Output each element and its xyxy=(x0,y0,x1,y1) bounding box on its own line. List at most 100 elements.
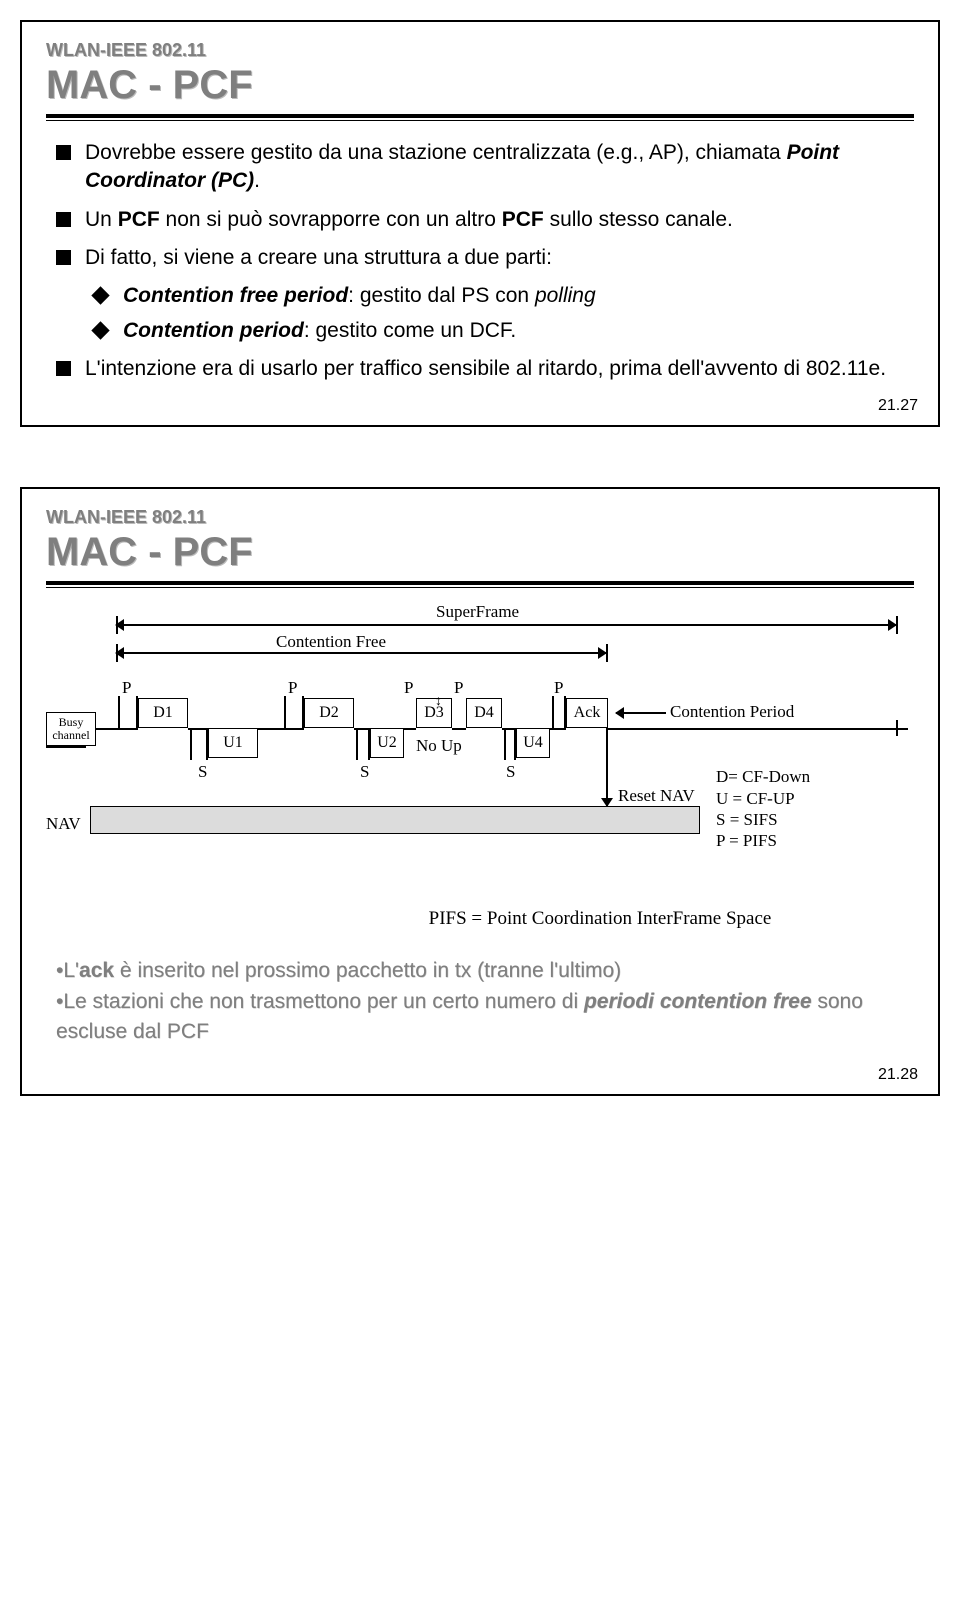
diamond-bullet-icon xyxy=(91,287,109,305)
tick xyxy=(116,644,118,662)
box-d3: D3 xyxy=(416,698,452,728)
bullet-text: Contention free period: gestito dal PS c… xyxy=(123,282,596,310)
t: •Le stazioni che non trasmettono per un … xyxy=(56,990,584,1013)
rule-thick xyxy=(46,581,914,585)
tick xyxy=(896,616,898,634)
t: non si può sovrapporre con un altro xyxy=(160,208,502,231)
noup-label: No Up xyxy=(416,736,462,756)
tick xyxy=(206,728,208,760)
note-line-2: •Le stazioni che non trasmettono per un … xyxy=(56,987,904,1048)
box-d1: D1 xyxy=(138,698,188,728)
bullet-text: Contention period: gestito come un DCF. xyxy=(123,317,516,345)
pifs-caption: PIFS = Point Coordination InterFrame Spa… xyxy=(286,908,914,930)
cfree-arrow xyxy=(116,652,606,654)
p-label: P xyxy=(404,678,413,698)
tick xyxy=(514,728,516,760)
bullet-3-1: Contention free period: gestito dal PS c… xyxy=(94,282,914,310)
bullet-1: Dovrebbe essere gestito da una stazione … xyxy=(56,139,914,196)
superframe-arrow xyxy=(116,624,896,626)
box-u2: U2 xyxy=(370,728,404,758)
reset-arrow xyxy=(606,728,608,806)
legend-s: S = SIFS xyxy=(716,809,810,830)
t: è inserito nel prossimo pacchetto in tx … xyxy=(114,959,621,982)
bullet-text: Di fatto, si viene a creare una struttur… xyxy=(85,244,552,272)
busy-box: Busy channel xyxy=(46,712,96,746)
square-bullet-icon xyxy=(56,145,71,160)
tick xyxy=(302,696,304,728)
kicker: WLAN-IEEE 802.11 xyxy=(46,40,914,61)
cperiod-arrow xyxy=(616,712,666,714)
baseline xyxy=(404,728,416,730)
baseline xyxy=(550,728,566,730)
rule-thin xyxy=(46,587,914,588)
tick xyxy=(118,696,120,728)
box-u1: U1 xyxy=(208,728,258,758)
kicker: WLAN-IEEE 802.11 xyxy=(46,507,914,528)
square-bullet-icon xyxy=(56,212,71,227)
bullet-3: Di fatto, si viene a creare una struttur… xyxy=(56,244,914,272)
p-label: P xyxy=(288,678,297,698)
tick xyxy=(284,696,286,728)
reset-label: Reset NAV xyxy=(618,786,695,806)
legend: D= CF-Down U = CF-UP S = SIFS P = PIFS xyxy=(716,766,810,851)
bullet-4: L'intenzione era di usarlo per traffico … xyxy=(56,355,914,383)
page-number: 21.27 xyxy=(878,397,918,415)
t: Contention period xyxy=(123,319,304,342)
baseline xyxy=(452,728,466,730)
updown-arrow-icon: ↕ xyxy=(435,694,442,710)
box-u4: U4 xyxy=(516,728,550,758)
tick xyxy=(136,696,138,728)
bullet-2: Un PCF non si può sovrapporre con un alt… xyxy=(56,206,914,234)
rule-thin xyxy=(46,120,914,121)
tick xyxy=(116,616,118,634)
tick xyxy=(190,728,192,760)
note-block: •L'ack è inserito nel prossimo pacchetto… xyxy=(56,956,904,1047)
baseline xyxy=(46,746,86,748)
t: : gestito come un DCF. xyxy=(304,319,516,342)
slide-1: WLAN-IEEE 802.11 MAC - PCF Dovrebbe esse… xyxy=(20,20,940,427)
nav-label: NAV xyxy=(46,814,81,834)
slide-2: WLAN-IEEE 802.11 MAC - PCF SuperFrame Co… xyxy=(20,487,940,1095)
bullet-text: Dovrebbe essere gestito da una stazione … xyxy=(85,139,914,196)
square-bullet-icon xyxy=(56,361,71,376)
rule-thick xyxy=(46,114,914,118)
tick xyxy=(356,728,358,760)
s-label: S xyxy=(360,762,369,782)
tick xyxy=(896,720,898,736)
bullet-text: L'intenzione era di usarlo per traffico … xyxy=(85,355,886,383)
bullet-text: Un PCF non si può sovrapporre con un alt… xyxy=(85,206,733,234)
t: PCF xyxy=(502,208,544,231)
t: : gestito dal PS con xyxy=(348,284,535,307)
p-label: P xyxy=(454,678,463,698)
slide-title: MAC - PCF xyxy=(46,530,914,575)
legend-p: P = PIFS xyxy=(716,830,810,851)
cperiod-label: Contention Period xyxy=(670,702,794,722)
t: periodi contention free xyxy=(584,990,812,1013)
superframe-label: SuperFrame xyxy=(436,602,519,622)
t: ack xyxy=(79,959,114,982)
legend-u: U = CF-UP xyxy=(716,788,810,809)
page-number: 21.28 xyxy=(878,1066,918,1084)
t: channel xyxy=(52,728,89,742)
box-d2: D2 xyxy=(304,698,354,728)
t: Busy xyxy=(59,715,84,729)
baseline xyxy=(96,728,138,730)
box-ack: Ack xyxy=(566,698,608,728)
timing-diagram: SuperFrame Contention Free Busy channel … xyxy=(46,606,926,906)
square-bullet-icon xyxy=(56,250,71,265)
t: sullo stesso canale. xyxy=(544,208,733,231)
t: Un xyxy=(85,208,118,231)
t: •L' xyxy=(56,959,79,982)
p-label: P xyxy=(554,678,563,698)
bullet-3-2: Contention period: gestito come un DCF. xyxy=(94,317,914,345)
p-label: P xyxy=(122,678,131,698)
baseline xyxy=(258,728,304,730)
legend-d: D= CF-Down xyxy=(716,766,810,787)
s-label: S xyxy=(506,762,515,782)
baseline xyxy=(608,728,908,730)
box-d4: D4 xyxy=(466,698,502,728)
t: . xyxy=(254,169,260,192)
s-label: S xyxy=(198,762,207,782)
nav-box xyxy=(90,806,700,834)
tick xyxy=(606,644,608,662)
